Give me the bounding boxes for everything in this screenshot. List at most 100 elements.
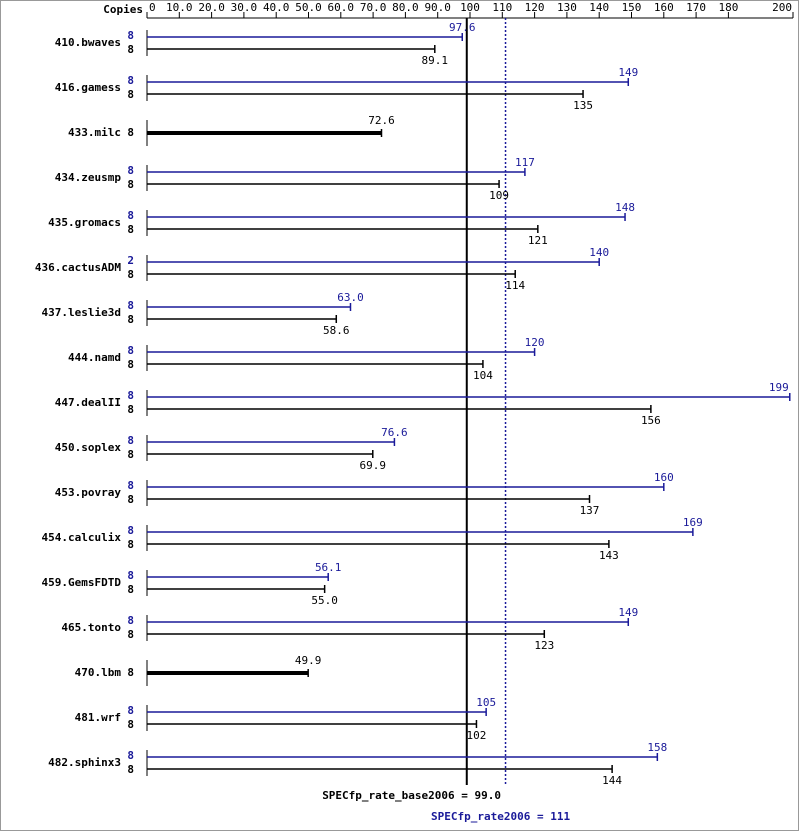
copies: 8 [127,628,134,641]
value-label: 169 [683,516,703,529]
value-label: 63.0 [337,291,364,304]
value-label: 144 [602,774,622,787]
benchmark-name: 433.milc [68,126,121,139]
value-label: 149 [618,606,638,619]
value-label: 56.1 [315,561,342,574]
benchmark-name: 450.soplex [55,441,122,454]
x-tick-label: 200 [772,1,792,14]
x-tick-label: 0 [149,1,156,14]
value-label: 102 [467,729,487,742]
benchmark-name: 435.gromacs [48,216,121,229]
copies: 8 [127,493,134,506]
peak-ref-label: SPECfp_rate2006 = 111 [431,810,570,823]
value-label: 140 [589,246,609,259]
x-tick-label: 80.0 [392,1,419,14]
x-tick-label: 100 [460,1,480,14]
copies: 8 [127,313,134,326]
x-tick-label: 140 [589,1,609,14]
benchmark-name: 459.GemsFDTD [42,576,122,589]
x-tick-label: 30.0 [231,1,258,14]
benchmark-name: 436.cactusADM [35,261,121,274]
benchmark-name: 481.wrf [75,711,121,724]
x-tick-label: 40.0 [263,1,290,14]
copies: 8 [127,43,134,56]
copies: 8 [127,524,134,537]
copies: 8 [127,389,134,402]
copies: 8 [127,704,134,717]
copies: 8 [127,718,134,731]
value-label: 58.6 [323,324,350,337]
value-label: 97.6 [449,21,476,34]
x-tick-label: 170 [686,1,706,14]
value-label: 49.9 [295,654,322,667]
value-label: 137 [580,504,600,517]
copies: 8 [127,344,134,357]
x-tick-label: 10.0 [166,1,193,14]
copies: 8 [127,569,134,582]
benchmark-name: 454.calculix [42,531,122,544]
value-label: 120 [525,336,545,349]
value-label: 135 [573,99,593,112]
benchmark-name: 447.dealII [55,396,121,409]
value-label: 117 [515,156,535,169]
benchmark-name: 434.zeusmp [55,171,122,184]
value-label: 109 [489,189,509,202]
copies: 8 [127,666,134,679]
x-tick-label: 50.0 [295,1,322,14]
value-label: 149 [618,66,638,79]
value-label: 148 [615,201,635,214]
copies: 8 [127,126,134,139]
copies: 8 [127,538,134,551]
x-tick-label: 60.0 [328,1,355,14]
benchmark-name: 416.gamess [55,81,121,94]
copies: 8 [127,178,134,191]
value-label: 105 [476,696,496,709]
value-label: 121 [528,234,548,247]
copies-header: Copies [103,3,143,16]
copies: 8 [127,88,134,101]
value-label: 76.6 [381,426,408,439]
x-tick-label: 120 [525,1,545,14]
benchmark-name: 470.lbm [75,666,122,679]
value-label: 69.9 [360,459,387,472]
x-tick-label: 180 [718,1,738,14]
benchmark-name: 482.sphinx3 [48,756,121,769]
copies: 8 [127,434,134,447]
value-label: 89.1 [422,54,449,67]
x-tick-label: 70.0 [360,1,387,14]
copies: 8 [127,614,134,627]
value-label: 114 [505,279,525,292]
value-label: 104 [473,369,493,382]
copies: 8 [127,223,134,236]
value-label: 160 [654,471,674,484]
copies: 8 [127,583,134,596]
value-label: 123 [534,639,554,652]
copies: 8 [127,209,134,222]
x-tick-label: 20.0 [198,1,225,14]
benchmark-name: 465.tonto [61,621,121,634]
value-label: 156 [641,414,661,427]
copies: 8 [127,448,134,461]
value-label: 55.0 [311,594,338,607]
copies: 2 [127,254,134,267]
value-label: 199 [769,381,789,394]
copies: 8 [127,403,134,416]
value-label: 158 [647,741,667,754]
copies: 8 [127,29,134,42]
x-tick-label: 150 [622,1,642,14]
copies: 8 [127,749,134,762]
value-label: 72.6 [368,114,395,127]
copies: 8 [127,358,134,371]
benchmark-name: 410.bwaves [55,36,121,49]
copies: 8 [127,763,134,776]
benchmark-name: 453.povray [55,486,122,499]
x-tick-label: 110 [492,1,512,14]
copies: 8 [127,268,134,281]
benchmark-name: 437.leslie3d [42,306,121,319]
benchmark-name: 444.namd [68,351,121,364]
copies: 8 [127,74,134,87]
copies: 8 [127,164,134,177]
copies: 8 [127,479,134,492]
base-ref-label: SPECfp_rate_base2006 = 99.0 [322,789,501,802]
